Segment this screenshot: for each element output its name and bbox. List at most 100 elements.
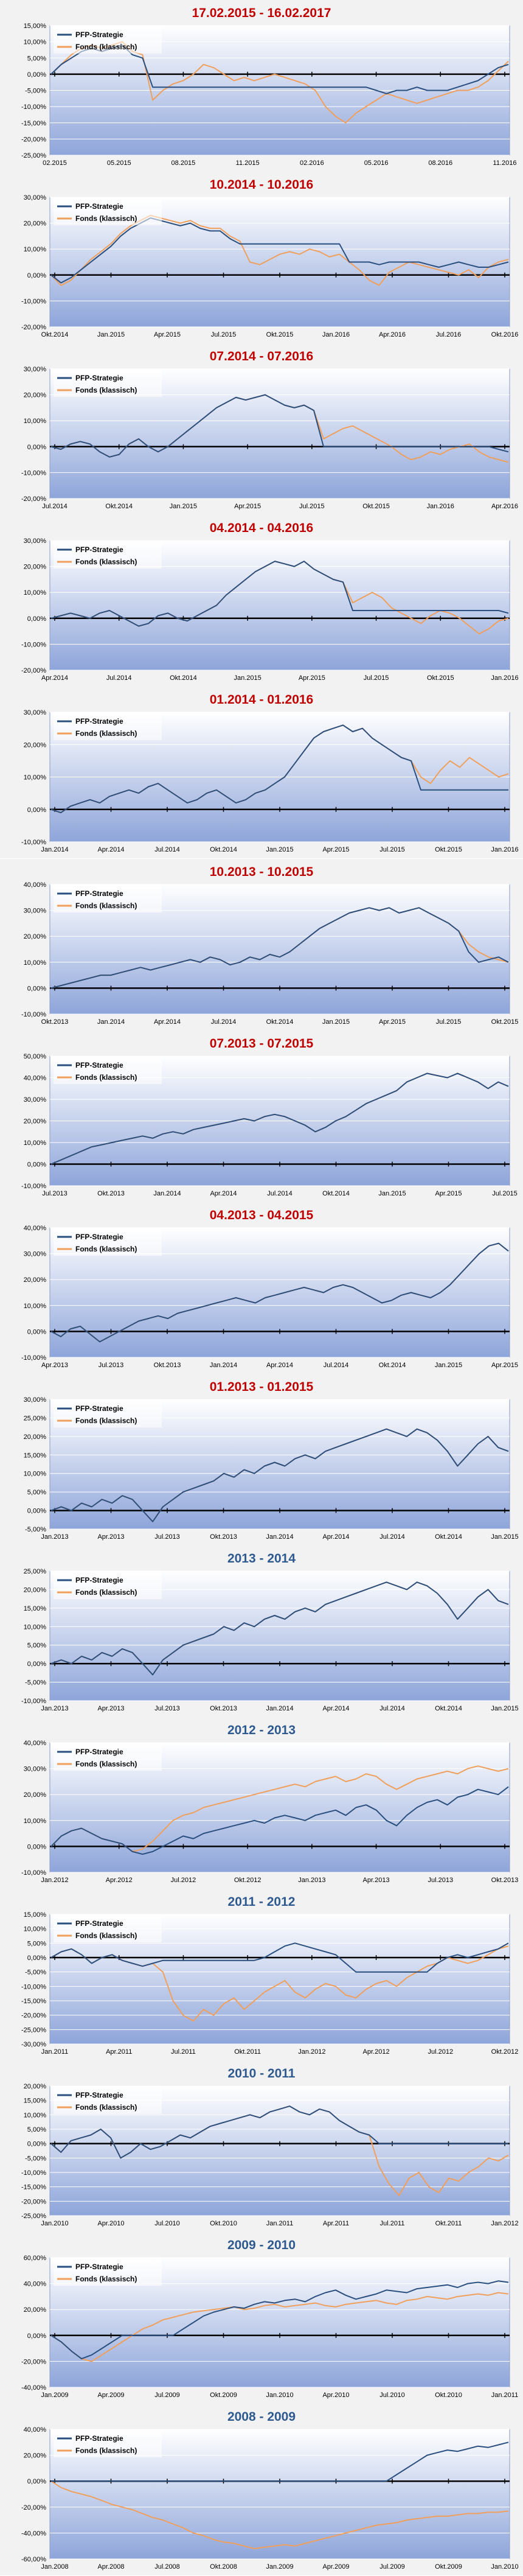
- x-tick-label: Okt.2014: [41, 331, 69, 338]
- legend-label: Fonds (klassisch): [75, 2275, 137, 2283]
- legend-box: [54, 713, 162, 740]
- y-tick-label: 30,00%: [24, 1251, 47, 1258]
- y-tick-label: 10,00%: [24, 1303, 47, 1310]
- legend-label: Fonds (klassisch): [75, 1931, 137, 1940]
- x-tick-label: Apr.2010: [322, 2392, 349, 2399]
- y-tick-label: 20,00%: [24, 1791, 47, 1799]
- x-tick-label: Apr.2009: [97, 2392, 124, 2399]
- y-tick-label: -20,00%: [21, 2198, 46, 2205]
- legend-box: [54, 1744, 162, 1771]
- legend-label: Fonds (klassisch): [75, 1588, 137, 1597]
- x-tick-label: Jan.2010: [41, 2220, 68, 2227]
- legend-label: PFP-Strategie: [75, 717, 123, 726]
- y-tick-label: 30,00%: [24, 1096, 47, 1104]
- x-tick-label: Apr.2013: [97, 1705, 124, 1712]
- series-line-strategy: [50, 2280, 509, 2360]
- chart-svg: -30,00% -25,00% -20,00% -15,00% -10,00% -5,00…: [21, 1911, 518, 2056]
- x-tick-label: Jan.2015: [266, 846, 293, 853]
- chart-svg: -20,00% -10,00% 0,00% 10,00% 20,00% 30,00% Okt…: [21, 194, 518, 338]
- y-tick-label: 0,00%: [27, 615, 46, 623]
- series-line-strategy: [50, 724, 508, 814]
- chart-svg: -10,00% 0,00% 10,00% 20,00% 30,00% 40,00% Apr.…: [21, 1225, 518, 1369]
- x-tick-label: Okt.2014: [435, 1705, 462, 1712]
- x-tick-label: Okt.2013: [41, 1018, 69, 1026]
- x-tick-label: Jul.2013: [154, 1533, 180, 1541]
- legend-label: Fonds (klassisch): [75, 386, 137, 394]
- legend-label: PFP-Strategie: [75, 2091, 123, 2099]
- chart-panel: 2011 - 2012 -30,00% -25,00% -20,00% -15,00% -…: [0, 1889, 523, 2060]
- y-tick-label: 10,00%: [24, 1818, 47, 1825]
- series-line-strategy: [50, 394, 509, 458]
- chart-svg: -10,00% 0,00% 10,00% 20,00% 30,00% 40,00% 50,0…: [21, 1053, 518, 1197]
- series-line-strategy: [50, 1942, 509, 1973]
- y-tick-label: 15,00%: [24, 23, 47, 30]
- y-tick-label: 10,00%: [24, 959, 47, 967]
- chart-panel: 2008 - 2009 -60,00% -40,00% -20,00% 0,00% 20,…: [0, 2404, 523, 2575]
- x-tick-label: Apr.2011: [106, 2048, 132, 2056]
- x-tick-label: Okt.2014: [105, 503, 133, 510]
- y-tick-label: 0,00%: [27, 1661, 46, 1668]
- y-tick-label: 40,00%: [24, 1075, 47, 1082]
- x-tick-label: Okt.2013: [97, 1190, 125, 1197]
- y-tick-label: 5,00%: [27, 1642, 46, 1650]
- x-tick-label: Okt.2009: [210, 2392, 237, 2399]
- y-tick-label: 0,00%: [27, 807, 46, 814]
- y-tick-label: 30,00%: [24, 194, 47, 201]
- y-tick-label: 0,00%: [27, 1955, 46, 1962]
- y-tick-label: 10,00%: [24, 39, 47, 46]
- y-tick-label: -40,00%: [21, 2530, 46, 2537]
- legend-box: [54, 1229, 162, 1256]
- x-tick-label: Okt.2014: [210, 846, 237, 853]
- y-tick-label: 5,00%: [27, 1940, 46, 1947]
- y-tick-label: 20,00%: [24, 933, 47, 940]
- x-tick-label: Jan.2015: [234, 674, 262, 682]
- y-tick-label: 0,00%: [27, 444, 46, 451]
- x-tick-label: Jul.2010: [379, 2392, 405, 2399]
- y-tick-label: -5,00%: [25, 2155, 46, 2162]
- y-tick-label: -20,00%: [21, 667, 46, 674]
- x-tick-label: Apr.2011: [323, 2220, 349, 2227]
- y-tick-label: -15,00%: [21, 2184, 46, 2191]
- y-tick-label: 15,00%: [24, 1911, 47, 1919]
- x-tick-label: Okt.2009: [435, 2563, 462, 2571]
- chart-panel: 10.2014 - 10.2016 -20,00% -10,00% 0,00% 10,0…: [0, 172, 523, 343]
- chart-panel: 04.2014 - 04.2016 -20,00% -10,00% 0,00% 10,0…: [0, 515, 523, 687]
- x-tick-label: 11.2015: [236, 159, 260, 167]
- x-tick-label: Okt.2014: [322, 1190, 350, 1197]
- x-tick-label: 02.2015: [43, 159, 67, 167]
- legend-label: Fonds (klassisch): [75, 1760, 137, 1768]
- x-tick-label: Apr.2015: [491, 1362, 518, 1369]
- y-tick-label: 10,00%: [24, 246, 47, 253]
- legend-label: Fonds (klassisch): [75, 2103, 137, 2112]
- x-tick-label: Jan.2009: [41, 2392, 68, 2399]
- legend-box: [54, 2431, 162, 2457]
- x-tick-label: Apr.2014: [322, 1533, 349, 1541]
- x-tick-label: Jan.2008: [41, 2563, 68, 2571]
- y-tick-label: 0,00%: [27, 985, 46, 992]
- y-tick-label: 20,00%: [24, 1276, 47, 1284]
- chart-title: 07.2013 - 07.2015: [209, 1037, 314, 1051]
- y-tick-label: 30,00%: [24, 1396, 47, 1404]
- x-tick-label: 05.2015: [107, 159, 131, 167]
- y-tick-label: -20,00%: [21, 495, 46, 503]
- x-tick-label: Okt.2010: [435, 2392, 462, 2399]
- chart-svg: -10,00% 0,00% 10,00% 20,00% 30,00% Jan.2014 Ap…: [21, 709, 519, 853]
- x-tick-label: Okt.2014: [379, 1362, 406, 1369]
- legend-label: Fonds (klassisch): [75, 1416, 137, 1425]
- x-tick-label: Apr.2016: [491, 503, 518, 510]
- x-tick-label: Okt.2015: [427, 674, 454, 682]
- y-tick-label: -20,00%: [21, 2012, 46, 2020]
- y-tick-label: 5,00%: [27, 2126, 46, 2133]
- x-tick-label: Jul.2012: [171, 1877, 196, 1884]
- y-tick-label: -5,00%: [25, 88, 46, 95]
- y-tick-label: 10,00%: [24, 1139, 47, 1147]
- chart-panel: 10.2013 - 10.2015 -10,00% 0,00% 10,00% 20,00…: [0, 859, 523, 1031]
- y-tick-label: 20,00%: [24, 220, 47, 228]
- series-line-fund: [50, 214, 509, 286]
- y-tick-label: 20,00%: [24, 2306, 47, 2314]
- x-tick-label: Jan.2010: [491, 2563, 518, 2571]
- y-tick-label: -10,00%: [21, 1354, 46, 1362]
- y-tick-label: 20,00%: [24, 1586, 47, 1594]
- chart-title: 07.2014 - 07.2016: [209, 349, 314, 363]
- x-tick-label: Jul.2010: [154, 2220, 180, 2227]
